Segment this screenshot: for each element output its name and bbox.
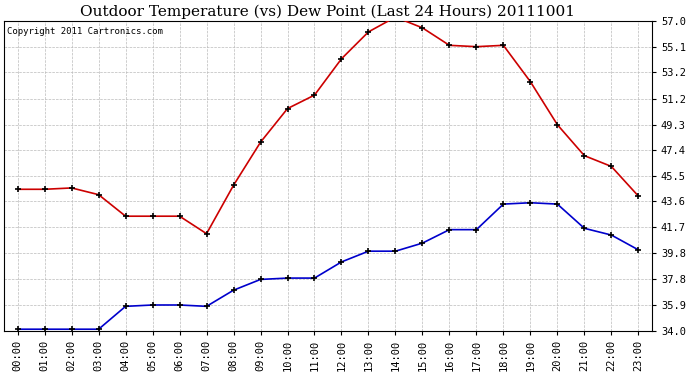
Text: Copyright 2011 Cartronics.com: Copyright 2011 Cartronics.com [8, 27, 164, 36]
Title: Outdoor Temperature (vs) Dew Point (Last 24 Hours) 20111001: Outdoor Temperature (vs) Dew Point (Last… [81, 4, 575, 18]
